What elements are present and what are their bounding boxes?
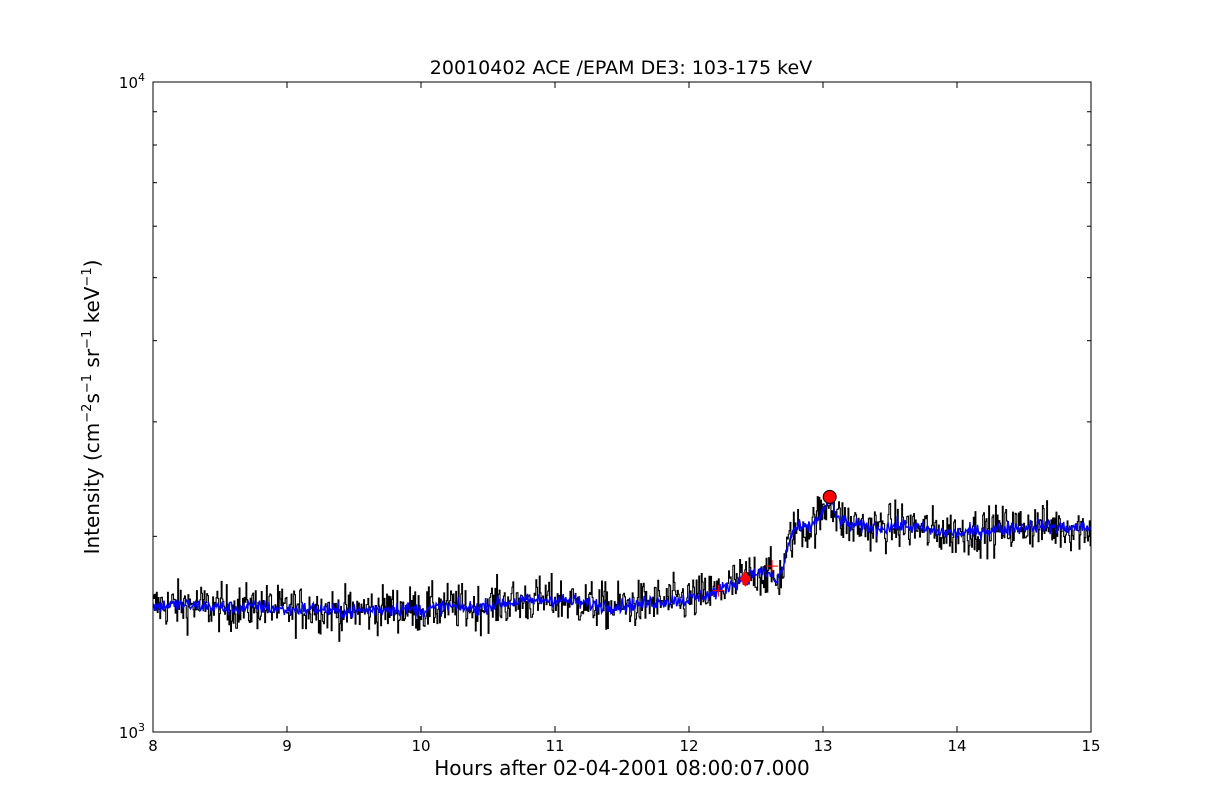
plot-area — [153, 489, 1091, 642]
x-tick-label: 15 — [1081, 737, 1100, 755]
y-label-sup-3: −1 — [80, 330, 95, 349]
event-marker-circle — [822, 489, 837, 504]
event-marker-diamond — [739, 571, 751, 587]
y-axis-label: Intensity (cm−2s−1 sr−1 keV−1) — [80, 260, 104, 555]
marker-layer — [712, 489, 837, 597]
y-axis: 103 104 — [119, 71, 1091, 742]
y-label-mid-2: sr — [80, 348, 104, 374]
y-label-mid-3: keV — [80, 286, 104, 330]
event-marker-plus — [766, 560, 779, 573]
y-tick-label: 103 — [119, 721, 145, 742]
event-marker-plus — [712, 584, 725, 597]
x-tick-label: 11 — [545, 737, 564, 755]
x-tick-label: 10 — [411, 737, 430, 755]
series-line-0 — [153, 496, 1091, 642]
y-label-sup-1: −2 — [80, 404, 95, 423]
x-axis: 8 9 10 11 12 13 14 15 — [148, 82, 1101, 755]
x-tick-label: 12 — [679, 737, 698, 755]
series-layer — [153, 493, 1091, 642]
y-label-prefix: Intensity (cm — [80, 423, 104, 555]
x-axis-label: Hours after 02-04-2001 08:00:07.000 — [434, 756, 810, 780]
y-label-sup-4: −1 — [80, 267, 95, 286]
x-tick-label: 14 — [947, 737, 966, 755]
y-tick-label: 104 — [119, 71, 145, 92]
x-tick-label: 8 — [148, 737, 158, 755]
y-label-sup-2: −1 — [80, 374, 95, 393]
x-tick-label: 9 — [282, 737, 292, 755]
y-label-suffix: ) — [80, 260, 104, 268]
chart-title: 20010402 ACE /EPAM DE3: 103-175 keV — [430, 57, 812, 79]
series-line-1 — [153, 493, 1091, 619]
y-label-mid-1: s — [80, 393, 104, 403]
x-tick-label: 13 — [813, 737, 832, 755]
plot-frame — [152, 81, 1092, 733]
